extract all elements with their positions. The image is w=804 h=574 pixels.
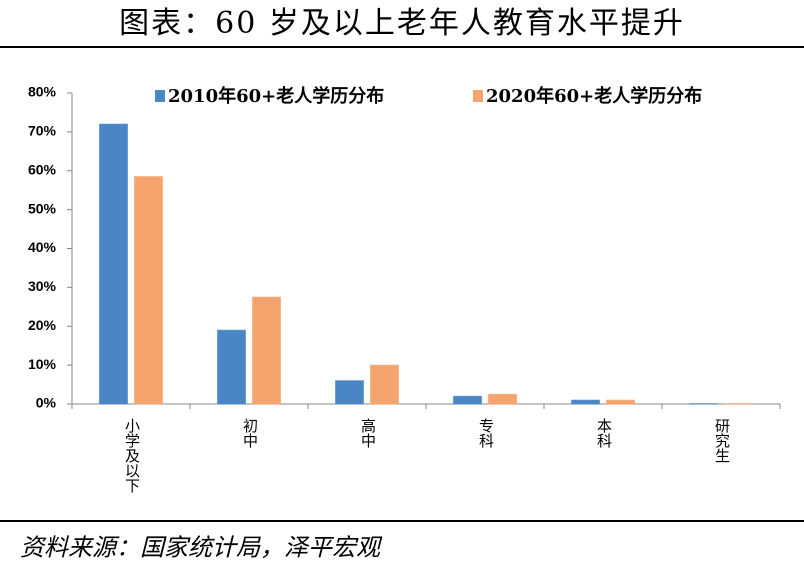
x-tick-label: 高中: [359, 418, 377, 448]
x-tick-label: 初中: [241, 418, 259, 448]
bar: [571, 399, 600, 405]
bar: [370, 364, 399, 405]
bar: [99, 123, 128, 405]
x-tick-label: 专科: [477, 418, 495, 448]
y-tick-label: 20%: [28, 317, 57, 333]
bar: [488, 393, 517, 405]
y-tick-label: 30%: [28, 278, 57, 294]
legend-swatch: [155, 90, 165, 102]
source: 资料来源：国家统计局，泽平宏观: [20, 534, 383, 562]
y-tick-label: 40%: [28, 239, 57, 255]
y-tick-label: 60%: [28, 161, 57, 177]
legend-swatch: [473, 90, 483, 102]
bar: [335, 380, 364, 405]
bar: [606, 399, 635, 405]
legend-label: 2010年60+老人学历分布: [168, 85, 384, 107]
y-tick-label: 70%: [28, 123, 57, 139]
bar: [134, 176, 163, 405]
bar: [453, 395, 482, 405]
x-tick-label: 本科: [595, 418, 613, 448]
x-tick-label: 小学及以下: [123, 418, 141, 493]
bar: [252, 296, 281, 405]
bar: [217, 329, 246, 405]
y-tick-label: 10%: [28, 356, 57, 372]
y-tick-label: 80%: [28, 84, 57, 100]
page-title: 图表：60 岁及以上老年人教育水平提升: [119, 6, 685, 41]
legend-label: 2020年60+老人学历分布: [486, 85, 702, 107]
y-tick-label: 50%: [28, 200, 57, 216]
x-tick-label: 研究生: [713, 418, 731, 463]
y-tick-label: 0%: [36, 395, 57, 411]
